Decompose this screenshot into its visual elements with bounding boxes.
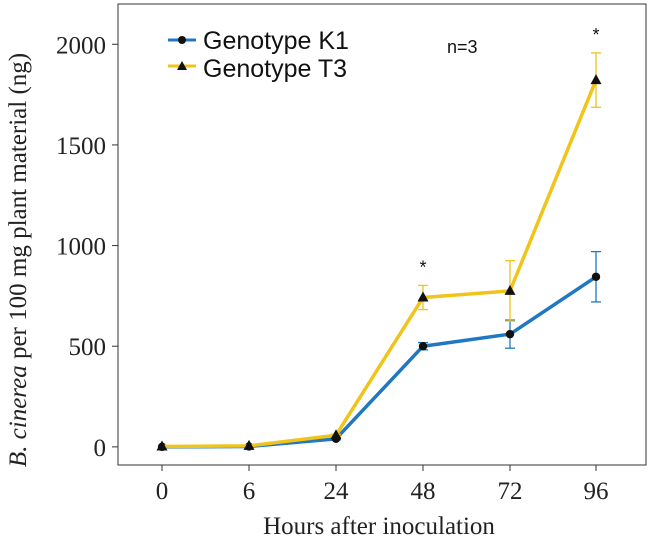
- y-tick-label: 1500: [56, 133, 106, 160]
- x-tick-label: 0: [156, 478, 169, 505]
- legend-label-k1: Genotype K1: [203, 27, 349, 55]
- significance-star-96h: *: [592, 25, 599, 45]
- legend-marker-t3: [177, 61, 187, 70]
- significance-star-48h: *: [419, 257, 426, 277]
- data-point: [505, 329, 515, 339]
- y-tick-label: 500: [69, 334, 107, 361]
- series-line: [161, 79, 598, 449]
- data-point: [590, 74, 602, 85]
- y-tick-label: 0: [94, 435, 107, 462]
- sample-size-annotation: n=3: [447, 37, 478, 57]
- data-point: [156, 440, 168, 451]
- data-point: [243, 439, 255, 450]
- data-point: [418, 342, 428, 351]
- x-tick-label: 6: [243, 478, 256, 505]
- legend-marker-k1: [178, 36, 186, 44]
- x-tick-label: 72: [498, 478, 523, 505]
- y-axis-title-species: B. cinerea: [5, 365, 32, 467]
- data-point: [330, 429, 342, 440]
- x-tick-label: 24: [324, 478, 350, 505]
- data-point: [417, 291, 429, 302]
- y-tick-label: 2000: [56, 32, 106, 59]
- x-axis-ticks: 0 6 24 48 72 96: [156, 465, 609, 505]
- y-tick-label: 1000: [56, 234, 106, 261]
- series-genotype-t3: [156, 52, 602, 451]
- legend-label-t3: Genotype T3: [203, 55, 347, 83]
- y-axis-title-rest: per 100 mg plant material (ng): [5, 53, 32, 365]
- x-tick-label: 96: [584, 478, 609, 505]
- series-genotype-k1: [157, 250, 601, 452]
- data-point: [591, 272, 601, 281]
- data-point: [504, 284, 516, 295]
- plot-area-frame: [117, 3, 647, 466]
- y-axis-ticks: 0 500 1000 1500 2000: [56, 32, 118, 462]
- series-line: [161, 275, 597, 449]
- x-axis-title: Hours after inoculation: [263, 513, 495, 540]
- y-axis-title: B. cinerea per 100 mg plant material (ng…: [5, 53, 32, 467]
- x-tick-label: 48: [411, 478, 436, 505]
- series-layer: [156, 52, 602, 452]
- legend: Genotype K1 Genotype T3: [168, 27, 349, 83]
